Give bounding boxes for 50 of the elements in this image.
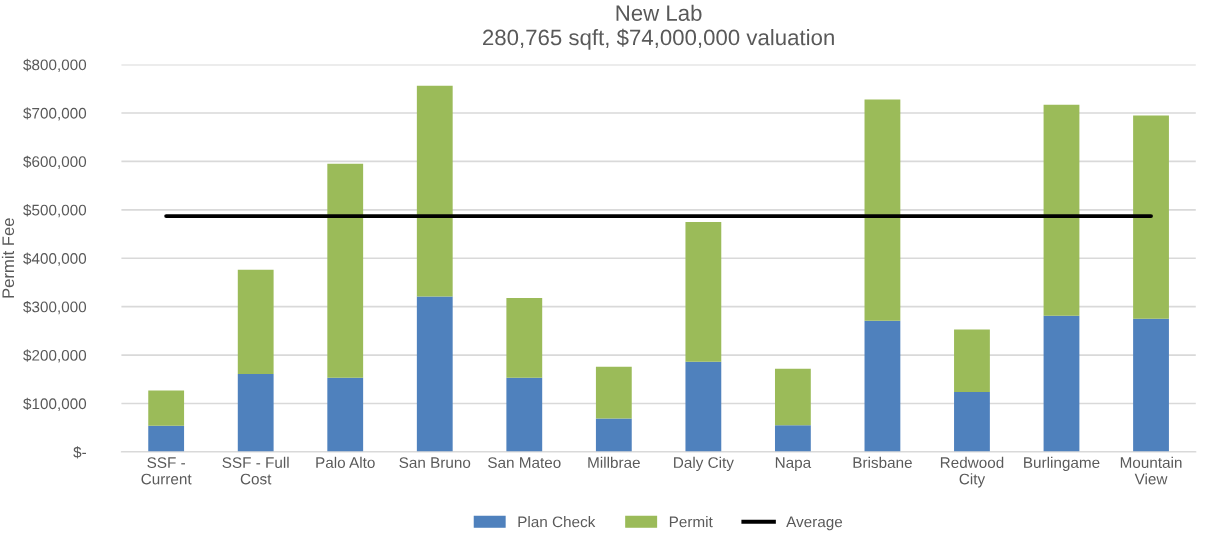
bar	[1133, 115, 1169, 319]
legend-label: Average	[786, 516, 843, 531]
bar	[327, 163, 364, 378]
x-tick-label: SSF - Current	[141, 457, 192, 485]
y-tick-label: $700,000	[23, 107, 87, 121]
bar	[954, 391, 990, 452]
bar	[237, 373, 274, 452]
y-tick-label: $500,000	[23, 204, 87, 218]
bar	[1043, 104, 1080, 316]
x-tick-label: SSF - Full Cost	[222, 456, 289, 485]
x-tick-label: Napa	[775, 457, 812, 472]
bar	[1133, 318, 1169, 452]
bar	[506, 377, 543, 452]
bar	[327, 377, 364, 452]
x-tick-label: Palo Alto	[316, 456, 375, 468]
legend-label: Permit	[669, 516, 713, 528]
x-tick-label: Redwood City	[940, 456, 1004, 488]
y-tick-label: $400,000	[23, 252, 87, 266]
bar	[416, 296, 453, 452]
x-tick-label: San Mateo	[488, 457, 561, 468]
x-tick-label: Burlingame	[1024, 456, 1100, 472]
bar	[148, 425, 185, 452]
bar	[685, 221, 722, 362]
x-tick-label: Daly City	[674, 456, 734, 472]
y-tick-label: $800,000	[23, 58, 87, 73]
bar	[148, 390, 185, 426]
bar	[595, 366, 632, 419]
bar	[416, 85, 453, 297]
y-tick-label: $-	[73, 446, 86, 459]
bar	[1043, 315, 1080, 452]
y-axis-title: Permit Fee	[1, 218, 15, 298]
x-tick-label: Brisbane	[853, 456, 912, 468]
y-tick-label: $100,000	[23, 397, 87, 411]
bar	[864, 99, 901, 321]
bar	[774, 425, 811, 452]
x-tick-label: Mountain View	[1120, 456, 1182, 485]
legend-label: Plan Check	[518, 516, 596, 528]
bar	[774, 368, 811, 426]
chart-title: New Lab 280,765 sqft, $74,000,000 valuation	[483, 4, 834, 50]
x-tick-label: Millbrae	[588, 456, 640, 468]
x-tick-label: San Bruno	[399, 457, 471, 468]
y-tick-label: $200,000	[23, 349, 87, 363]
bar	[595, 418, 632, 452]
bar	[237, 269, 274, 374]
bar	[864, 320, 901, 452]
bar	[506, 297, 543, 378]
y-tick-label: $300,000	[23, 300, 87, 315]
bar	[954, 329, 990, 392]
bar	[685, 361, 722, 452]
y-tick-label: $600,000	[23, 155, 87, 169]
